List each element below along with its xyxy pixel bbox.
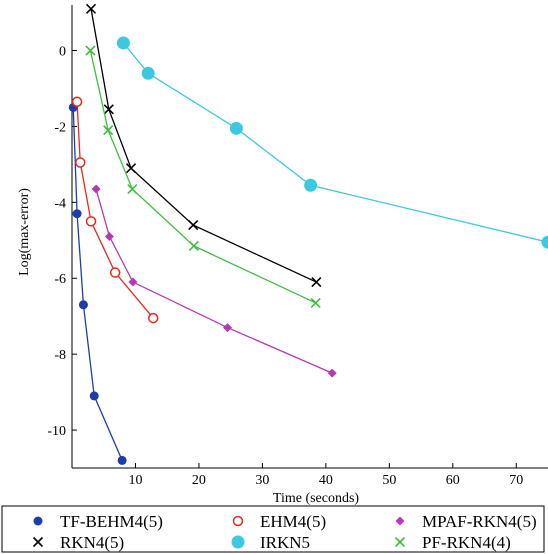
series-PF-RKN4(4): [85, 45, 321, 308]
legend-entry: MPAF-RKN4(5): [395, 512, 537, 531]
legend-marker: [232, 515, 244, 527]
legend-marker: [394, 536, 406, 548]
legend-entry: TF-BEHM4(5): [33, 512, 163, 531]
legend-entry: PF-RKN4(4): [394, 533, 511, 552]
legend-marker: [32, 536, 44, 548]
data-point: [188, 240, 199, 252]
y-tick-label: -4: [54, 196, 66, 211]
legend: TF-BEHM4(5) EHM4(5) MPAF-RKN4(5) RKN4(5) IRK…: [1, 505, 545, 553]
data-point: [327, 368, 337, 378]
plot-area: 0 -2 -4 -6 -8 -10 10 20 30 40 50 60 70: [47, 3, 548, 488]
y-tick-label: 0: [59, 45, 66, 60]
series-line: [90, 8, 317, 283]
legend-entry: IRKN5: [231, 533, 310, 552]
data-point: [71, 96, 83, 108]
legend-entry: RKN4(5): [32, 533, 124, 552]
x-tick-label: 50: [382, 473, 396, 488]
data-point: [147, 312, 159, 324]
y-tick-label: -8: [54, 348, 66, 363]
y-ticks: 0 -2 -4 -6 -8 -10: [47, 45, 77, 439]
legend-box: [1, 505, 545, 553]
legend-label: PF-RKN4(4): [422, 533, 511, 552]
series-EHM4(5): [71, 96, 159, 324]
legend-label: MPAF-RKN4(5): [422, 512, 537, 531]
legend-marker: [33, 516, 43, 526]
legend-label: EHM4(5): [260, 512, 326, 531]
series-TF-BEHM4(5): [68, 102, 127, 465]
x-tick-label: 70: [509, 473, 523, 488]
data-point: [117, 455, 127, 465]
data-point: [311, 276, 322, 288]
legend-label: TF-BEHM4(5): [60, 512, 163, 531]
data-point: [109, 267, 121, 278]
data-point: [75, 157, 86, 168]
y-tick-label: -2: [54, 120, 66, 135]
data-point: [78, 300, 88, 310]
legend-marker: [231, 535, 245, 549]
data-point: [310, 297, 321, 308]
series-MPAF-RKN4(5): [91, 184, 337, 378]
data-point: [85, 45, 96, 56]
data-point: [222, 323, 232, 333]
x-tick-label: 40: [319, 473, 333, 488]
data-point: [229, 121, 243, 135]
data-point: [188, 220, 199, 231]
y-tick-label: -10: [47, 424, 66, 439]
legend-entry: EHM4(5): [232, 512, 326, 531]
data-point: [541, 235, 548, 249]
x-tick-label: 60: [446, 473, 460, 488]
data-point: [116, 36, 130, 50]
data-point: [304, 178, 318, 192]
y-tick-label: -6: [54, 272, 66, 287]
series-line: [122, 42, 548, 243]
y-axis-title: Log(max-error): [17, 188, 32, 276]
data-point: [85, 216, 97, 227]
data-point: [141, 66, 155, 80]
x-tick-label: 10: [128, 473, 142, 488]
legend-label: RKN4(5): [60, 533, 124, 552]
data-point: [103, 104, 114, 115]
data-point: [127, 183, 138, 195]
data-point: [125, 163, 137, 174]
x-axis-title: Time (seconds): [273, 491, 360, 506]
x-ticks: 10 20 30 40 50 60 70: [128, 463, 523, 488]
x-tick-label: 30: [255, 473, 269, 488]
x-tick-label: 20: [192, 473, 206, 488]
data-point: [89, 391, 99, 401]
legend-label: IRKN5: [260, 533, 310, 552]
data-point: [103, 125, 114, 136]
legend-items: TF-BEHM4(5) EHM4(5) MPAF-RKN4(5) RKN4(5) IRK…: [32, 512, 537, 552]
data-point: [91, 184, 101, 194]
series-IRKN5: [116, 36, 548, 249]
data-point: [85, 3, 97, 14]
data-point: [128, 277, 138, 287]
series-layer: [68, 3, 548, 465]
data-point: [72, 209, 82, 219]
data-point: [104, 232, 114, 241]
series-RKN4(5): [85, 3, 322, 288]
legend-marker: [395, 516, 405, 526]
